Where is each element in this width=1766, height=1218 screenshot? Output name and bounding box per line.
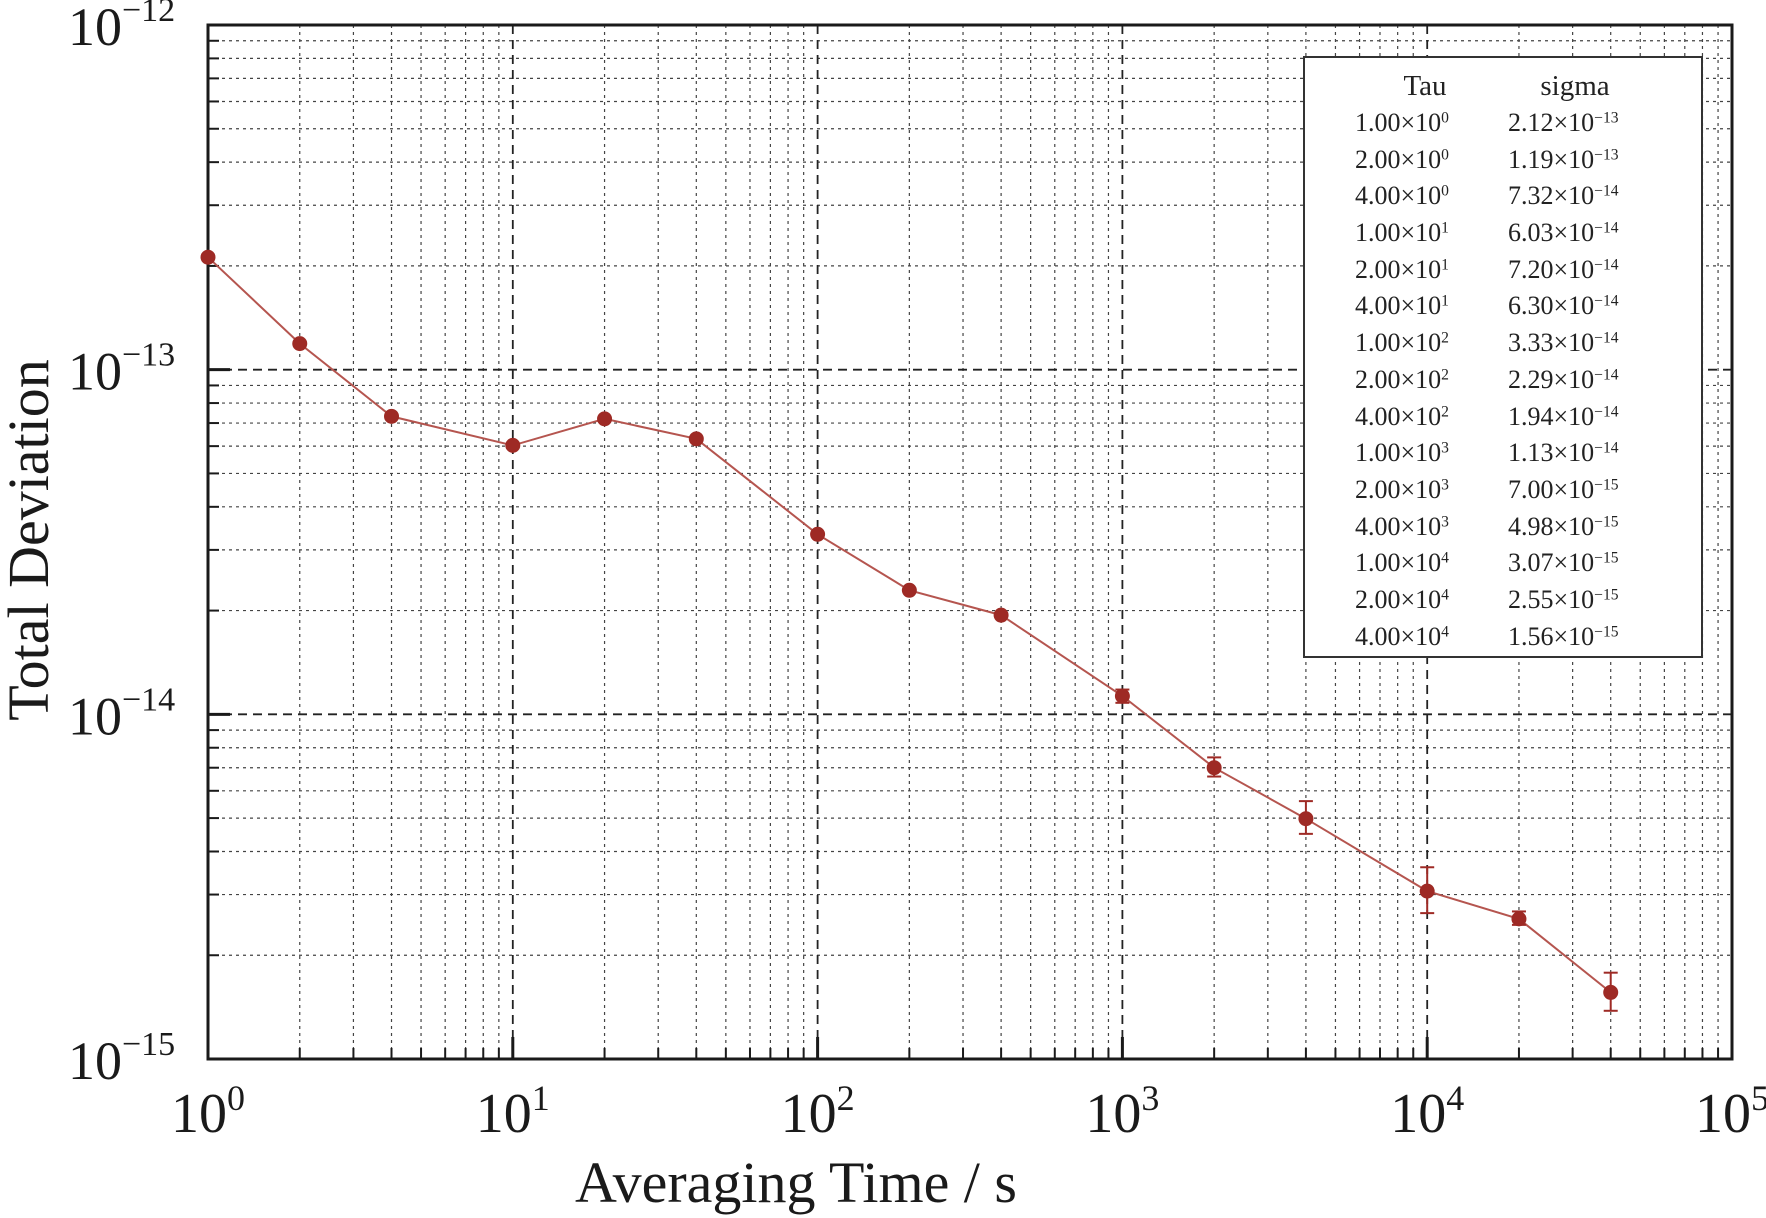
legend-row: 2.00×103 7.00×10−15 xyxy=(1305,475,1701,512)
x-tick-label: 105 xyxy=(1695,1078,1766,1145)
legend-tau-value: 1.00×102 xyxy=(1355,328,1449,358)
legend-row: 2.00×100 1.19×10−13 xyxy=(1305,145,1701,182)
data-point xyxy=(505,437,521,453)
legend-row: 4.00×103 4.98×10−15 xyxy=(1305,512,1701,549)
y-tick-label: 10−12 xyxy=(68,0,175,57)
plot-frame xyxy=(206,23,1734,1061)
legend-sigma-value: 7.00×10−15 xyxy=(1508,474,1619,504)
legend-row: 1.00×100 2.12×10−13 xyxy=(1305,108,1701,145)
data-point xyxy=(1298,811,1314,827)
data-point xyxy=(810,526,826,542)
legend-tau-value: 4.00×102 xyxy=(1355,401,1449,431)
legend-sigma-value: 1.13×10−14 xyxy=(1508,438,1619,468)
data-point xyxy=(1511,911,1527,927)
data-point xyxy=(993,607,1009,623)
legend-sigma-value: 3.33×10−14 xyxy=(1508,328,1619,358)
legend-tau-value: 1.00×101 xyxy=(1355,218,1449,248)
legend-row: 2.00×102 2.29×10−14 xyxy=(1305,365,1701,402)
legend-sigma-value: 1.56×10−15 xyxy=(1508,621,1619,651)
legend-row: 2.00×104 2.55×10−15 xyxy=(1305,585,1701,622)
y-axis-label: Total Deviation xyxy=(0,359,61,721)
x-tick-label: 100 xyxy=(171,1078,245,1145)
legend-rows: 1.00×100 2.12×10−13 2.00×100 1.19×10−13 4.00… xyxy=(1305,108,1701,658)
data-point xyxy=(1206,760,1222,776)
legend-header-tau: Tau xyxy=(1403,70,1447,102)
y-tick-label: 10−15 xyxy=(68,1026,175,1091)
legend-row: 1.00×103 1.13×10−14 xyxy=(1305,438,1701,475)
legend-header-sigma: sigma xyxy=(1540,70,1610,102)
data-point xyxy=(292,336,308,352)
legend-row: 4.00×100 7.32×10−14 xyxy=(1305,181,1701,218)
data-point xyxy=(200,249,216,265)
data-point xyxy=(688,431,704,447)
legend-tau-value: 4.00×104 xyxy=(1355,621,1449,651)
legend-row: 2.00×101 7.20×10−14 xyxy=(1305,255,1701,292)
legend-sigma-value: 7.20×10−14 xyxy=(1508,254,1619,284)
data-point xyxy=(1603,984,1619,1000)
legend-sigma-value: 2.29×10−14 xyxy=(1508,364,1619,394)
x-tick-label: 104 xyxy=(1390,1078,1464,1145)
x-tick-label: 101 xyxy=(476,1078,550,1145)
data-point xyxy=(1419,883,1435,899)
axis-ticks xyxy=(206,39,1720,1061)
legend-tau-value: 2.00×103 xyxy=(1355,474,1449,504)
x-tick-label: 102 xyxy=(781,1078,855,1145)
legend-tau-value: 2.00×102 xyxy=(1355,364,1449,394)
data-series xyxy=(200,249,1619,1012)
legend-tau-value: 2.00×100 xyxy=(1355,144,1449,174)
legend-sigma-value: 3.07×10−15 xyxy=(1508,548,1619,578)
legend-sigma-value: 1.94×10−14 xyxy=(1508,401,1619,431)
legend-row: 1.00×104 3.07×10−15 xyxy=(1305,548,1701,585)
legend-tau-value: 1.00×100 xyxy=(1355,108,1449,137)
legend-tau-value: 4.00×101 xyxy=(1355,291,1449,321)
legend-tau-value: 1.00×104 xyxy=(1355,548,1449,578)
legend-tau-value: 4.00×100 xyxy=(1355,181,1449,211)
y-tick-labels: 10−15 10−14 10−13 10−12 xyxy=(68,0,175,1091)
y-tick-label: 10−13 xyxy=(68,337,175,402)
legend-tau-value: 1.00×103 xyxy=(1355,438,1449,468)
legend-row: 4.00×101 6.30×10−14 xyxy=(1305,291,1701,328)
data-point xyxy=(384,408,400,424)
legend-sigma-value: 2.12×10−13 xyxy=(1508,108,1619,137)
legend-sigma-value: 4.98×10−15 xyxy=(1508,511,1619,541)
x-tick-labels: 100 101 102 103 104 105 xyxy=(171,1078,1766,1145)
legend-tau-value: 4.00×103 xyxy=(1355,511,1449,541)
data-point xyxy=(1114,688,1130,704)
legend-tau-value: 2.00×101 xyxy=(1355,254,1449,284)
legend-sigma-value: 6.03×10−14 xyxy=(1508,218,1619,248)
legend-table: Tau sigma 1.00×100 2.12×10−13 2.00×100 1.19… xyxy=(1303,56,1703,658)
y-tick-label: 10−14 xyxy=(68,681,175,746)
legend-row: 4.00×102 1.94×10−14 xyxy=(1305,402,1701,439)
legend-sigma-value: 2.55×10−15 xyxy=(1508,584,1619,614)
x-axis-label: Averaging Time / s xyxy=(575,1150,1017,1215)
legend-sigma-value: 1.19×10−13 xyxy=(1508,144,1619,174)
data-point xyxy=(597,411,613,427)
x-tick-label: 103 xyxy=(1085,1078,1159,1145)
legend-row: 4.00×104 1.56×10−15 xyxy=(1305,622,1701,659)
legend-tau-value: 2.00×104 xyxy=(1355,584,1449,614)
legend-header: Tau sigma xyxy=(1305,70,1701,106)
data-point xyxy=(901,582,917,598)
legend-row: 1.00×102 3.33×10−14 xyxy=(1305,328,1701,365)
legend-sigma-value: 7.32×10−14 xyxy=(1508,181,1619,211)
legend-sigma-value: 6.30×10−14 xyxy=(1508,291,1619,321)
legend-row: 1.00×101 6.03×10−14 xyxy=(1305,218,1701,255)
